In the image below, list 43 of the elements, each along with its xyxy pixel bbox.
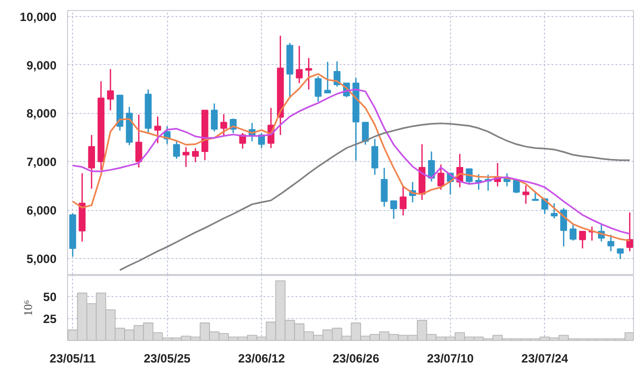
candlestick — [428, 150, 435, 182]
candlestick — [570, 224, 577, 242]
candlestick — [560, 207, 568, 248]
candlestick — [371, 138, 378, 176]
candlestick — [380, 167, 388, 208]
y-axis-title: 10⁶ — [21, 300, 36, 316]
x-tick-label: 23/07/10 — [426, 352, 474, 366]
candlestick — [579, 230, 586, 249]
candlestick — [400, 186, 407, 216]
candlestick — [88, 134, 95, 190]
y-tick-label: 10,000 — [20, 10, 57, 24]
candlestick — [607, 234, 614, 252]
candlestick — [154, 116, 162, 144]
candlestick — [314, 76, 322, 102]
candlestick — [550, 202, 558, 219]
candlestick — [437, 164, 444, 190]
y-tick-label: 50 — [43, 290, 57, 304]
x-tick-label: 23/05/25 — [144, 352, 191, 366]
candlestick — [220, 114, 228, 137]
candlestick — [305, 57, 312, 90]
candlestick — [324, 61, 332, 94]
y-tick-label: 6,000 — [26, 204, 57, 218]
x-tick-label: 23/07/24 — [521, 352, 568, 366]
y-tick-label: 9,000 — [26, 58, 57, 72]
candlestick — [626, 212, 634, 252]
candlestick — [513, 180, 520, 194]
y-tick-label: 25 — [43, 312, 57, 326]
candlestick — [362, 122, 369, 146]
x-tick-label: 23/06/26 — [332, 352, 380, 366]
candlestick — [390, 200, 398, 220]
line-series — [119, 122, 631, 271]
y-tick-label: 8,000 — [26, 106, 57, 121]
y-tick-label: 5,000 — [26, 252, 57, 266]
candlestick — [210, 102, 218, 132]
candlestick — [296, 45, 303, 84]
y-tick-label: 7,000 — [26, 155, 57, 170]
candlestick — [192, 147, 199, 163]
x-tick-label: 23/05/11 — [50, 352, 96, 366]
x-tick-label: 23/06/12 — [238, 352, 286, 366]
candlestick — [107, 68, 114, 111]
candlestick — [173, 140, 180, 160]
candlestick — [182, 146, 190, 168]
candlestick — [522, 184, 530, 204]
